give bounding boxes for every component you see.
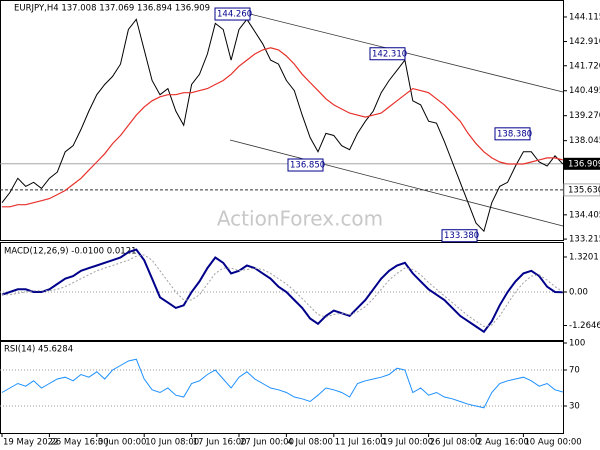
y-tick-label: 139.270 — [569, 111, 600, 121]
annotation-box — [287, 158, 324, 172]
x-tick-label: 10 Aug 00:00 — [524, 438, 581, 448]
y-tick-label: 144.115 — [569, 12, 600, 22]
level-box — [563, 183, 600, 197]
series-line — [2, 47, 564, 208]
y-tick-label: 138.045 — [569, 136, 600, 146]
annotation-label: 144.260 — [217, 10, 252, 20]
channel-lower — [229, 139, 564, 227]
annotation-box — [494, 127, 531, 141]
x-tick-label: 19 May 2022 — [3, 438, 58, 448]
annotation-label: 136.850 — [290, 161, 325, 171]
x-tick-label: 2 Aug 16:00 — [477, 438, 529, 448]
price-title: EURJPY,H4 137.008 137.069 136.894 136.90… — [14, 4, 210, 14]
x-tick-label: 26 Jul 08:00 — [430, 438, 481, 448]
price-panel — [0, 0, 564, 241]
level-label: 135.630 — [568, 185, 600, 195]
x-tick-label: 27 Jun 00:00 — [240, 438, 294, 448]
macd-title: MACD(12,26,9) -0.0100 0.0121 — [4, 247, 137, 257]
annotation-label: 133.380 — [444, 231, 479, 241]
annotation-box — [369, 47, 406, 61]
y-tick-label: 0.00 — [569, 288, 588, 298]
y-tick-label: 1.3201 — [569, 252, 599, 262]
x-tick-label: 26 May 16:00 — [50, 438, 108, 448]
rsi-panel — [0, 341, 564, 434]
y-tick-label: 100 — [569, 339, 585, 349]
series-line — [1, 248, 563, 334]
x-tick-label: 10 Jun 08:00 — [145, 438, 199, 448]
y-tick-label: 133.215 — [569, 235, 600, 245]
annotation-label: 142.310 — [372, 49, 407, 59]
y-tick-label: 30 — [569, 402, 580, 412]
annotation-box — [441, 229, 478, 243]
y-tick-label: 134.405 — [569, 210, 600, 220]
watermark: ActionForex.com — [217, 207, 383, 231]
y-tick-label: 70 — [569, 366, 580, 376]
x-tick-label: 3 Jun 00:00 — [98, 438, 147, 448]
price-label: 136.909 — [568, 159, 600, 169]
x-tick-label: 19 Jul 00:00 — [382, 438, 433, 448]
x-tick-label: 4 Jul 08:00 — [287, 438, 333, 448]
y-tick-label: -1.2646 — [569, 321, 600, 331]
x-tick-label: 17 Jun 16:00 — [193, 438, 247, 448]
x-tick-label: 11 Jul 16:00 — [335, 438, 386, 448]
y-tick-label: 141.720 — [569, 61, 600, 71]
series-line — [2, 254, 564, 328]
rsi-title: RSI(14) 45.6284 — [4, 345, 73, 355]
series-line — [1, 18, 564, 233]
y-tick-label: 142.910 — [569, 37, 600, 47]
series-line — [1, 358, 564, 409]
channel-upper — [249, 13, 564, 93]
annotation-label: 138.380 — [497, 129, 532, 139]
price-box — [564, 157, 600, 170]
annotation-box — [214, 7, 251, 21]
y-tick-label: 140.495 — [569, 86, 600, 96]
